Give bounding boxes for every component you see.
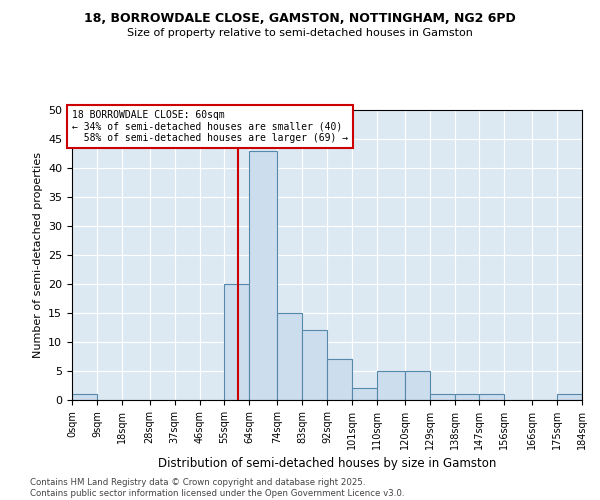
Bar <box>327 360 352 400</box>
Bar <box>224 284 250 400</box>
Bar <box>352 388 377 400</box>
Bar <box>455 394 479 400</box>
X-axis label: Distribution of semi-detached houses by size in Gamston: Distribution of semi-detached houses by … <box>158 458 496 470</box>
Bar <box>404 371 430 400</box>
Text: 18, BORROWDALE CLOSE, GAMSTON, NOTTINGHAM, NG2 6PD: 18, BORROWDALE CLOSE, GAMSTON, NOTTINGHA… <box>84 12 516 26</box>
Text: 18 BORROWDALE CLOSE: 60sqm
← 34% of semi-detached houses are smaller (40)
  58% : 18 BORROWDALE CLOSE: 60sqm ← 34% of semi… <box>72 110 348 143</box>
Bar <box>430 394 455 400</box>
Bar <box>250 150 277 400</box>
Y-axis label: Number of semi-detached properties: Number of semi-detached properties <box>32 152 43 358</box>
Bar <box>557 394 582 400</box>
Bar <box>377 371 404 400</box>
Text: Size of property relative to semi-detached houses in Gamston: Size of property relative to semi-detach… <box>127 28 473 38</box>
Text: Contains HM Land Registry data © Crown copyright and database right 2025.
Contai: Contains HM Land Registry data © Crown c… <box>30 478 404 498</box>
Bar <box>302 330 327 400</box>
Bar <box>277 313 302 400</box>
Bar <box>72 394 97 400</box>
Bar <box>479 394 505 400</box>
